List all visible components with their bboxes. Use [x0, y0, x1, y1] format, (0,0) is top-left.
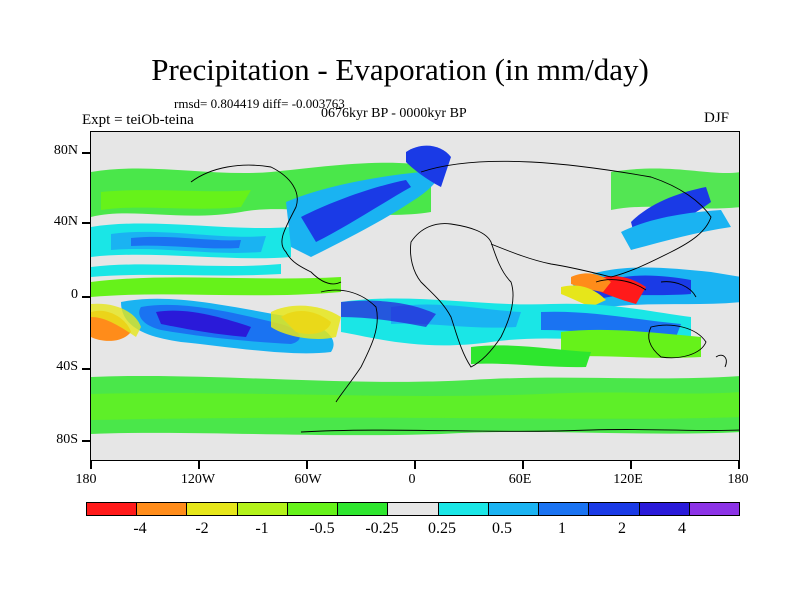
colorbar-label: -4 — [133, 520, 147, 537]
colorbar-label: -1 — [255, 520, 269, 537]
x-tick — [198, 461, 200, 469]
colorbar-label: 2 — [618, 520, 626, 537]
colorbar-swatch — [87, 503, 138, 515]
colorbar-swatch — [137, 503, 188, 515]
x-tick — [738, 461, 740, 469]
y-tick — [82, 440, 90, 442]
x-tick — [306, 461, 308, 469]
x-tick — [90, 461, 92, 469]
x-tick — [630, 461, 632, 469]
colorbar-swatch — [589, 503, 640, 515]
y-tick — [82, 152, 90, 154]
y-tick-label: 0 — [71, 287, 78, 302]
pe-anomaly-map — [90, 131, 740, 461]
colorbar-label: 0.5 — [492, 520, 512, 537]
colorbar-swatch — [287, 503, 339, 515]
colorbar-label: -0.25 — [365, 520, 399, 537]
colorbar-label: 4 — [678, 520, 686, 537]
x-tick-label: 120E — [613, 472, 643, 487]
y-tick-label: 80N — [53, 143, 78, 158]
colorbar-swatch — [438, 503, 489, 515]
x-tick-label: 120W — [180, 472, 216, 487]
y-tick — [82, 296, 90, 298]
y-tick — [82, 368, 90, 370]
colorbar-swatch — [539, 503, 590, 515]
colorbar-swatch — [639, 503, 690, 515]
x-tick-label: 180 — [75, 472, 97, 487]
y-tick-label: 40N — [53, 214, 78, 229]
map-title: Precipitation - Evaporation (in mm/day) — [151, 52, 649, 87]
x-tick-label: 60W — [294, 472, 322, 487]
colorbar-swatch — [338, 503, 389, 515]
x-tick-label: 0 — [408, 472, 416, 487]
colorbar-swatch — [237, 503, 288, 515]
colorbar-swatch — [689, 503, 740, 515]
y-tick-label: 40S — [56, 359, 78, 374]
colorbar — [86, 502, 740, 516]
x-tick-label: 180 — [727, 472, 749, 487]
period-label: 0676kyr BP - 0000kyr BP — [321, 106, 467, 121]
colorbar-swatch — [388, 503, 439, 515]
rmsd-diff-stats: rmsd= 0.804419 diff= -0.003763 — [174, 96, 345, 111]
y-tick — [82, 222, 90, 224]
colorbar-label: -2 — [195, 520, 209, 537]
colorbar-label: -0.5 — [309, 520, 335, 537]
x-tick — [522, 461, 524, 469]
colorbar-swatch — [488, 503, 540, 515]
x-tick — [414, 461, 416, 469]
colorbar-swatch — [187, 503, 238, 515]
y-tick-label: 80S — [56, 432, 78, 447]
colorbar-label: 0.25 — [428, 520, 456, 537]
experiment-label: Expt = teiOb-teina — [82, 112, 194, 128]
map-field-svg — [91, 132, 739, 460]
x-tick-label: 60E — [508, 472, 532, 487]
season-label: DJF — [704, 110, 730, 126]
colorbar-label: 1 — [558, 520, 566, 537]
